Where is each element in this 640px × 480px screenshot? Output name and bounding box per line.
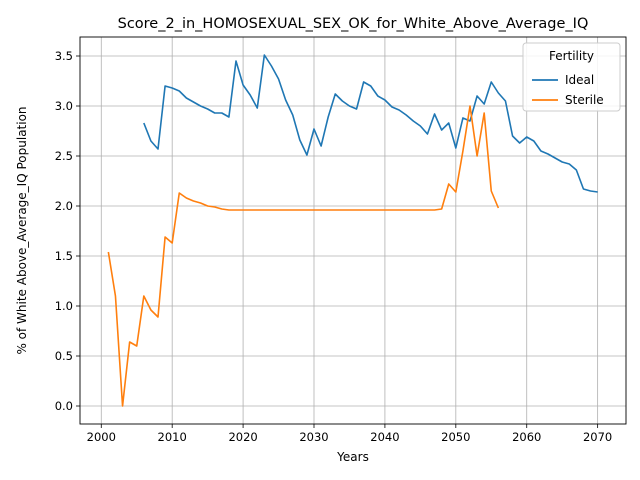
x-tick-label: 2030 [299, 430, 328, 444]
y-tick-label: 2.5 [55, 149, 73, 163]
y-tick-label: 1.0 [55, 299, 73, 313]
x-tick-label: 2070 [583, 430, 612, 444]
chart-title: Score_2_in_HOMOSEXUAL_SEX_OK_for_White_A… [118, 16, 589, 32]
legend-items: Ideal Sterile [532, 73, 604, 107]
x-tick-label: 2050 [441, 430, 470, 444]
y-tick-label: 0.0 [55, 399, 73, 413]
grid-lines [80, 37, 626, 424]
y-tick-label: 3.0 [55, 99, 73, 113]
series-layer [107, 54, 598, 407]
plot-frame [79, 36, 627, 425]
x-tick-label: 2060 [512, 430, 541, 444]
series-line-ideal [143, 54, 598, 193]
y-tick-label: 1.5 [55, 249, 73, 263]
x-tick-label: 2040 [370, 430, 399, 444]
y-tick-label: 2.0 [55, 199, 73, 213]
x-tick-label: 2010 [158, 430, 187, 444]
x-axis-label: Years [336, 450, 369, 464]
y-tick-label: 0.5 [55, 349, 73, 363]
x-axis-ticks: 2000 2010 2020 2030 2040 2050 2060 2070 [87, 424, 612, 444]
legend: Fertility Ideal Sterile [522, 42, 621, 112]
y-axis-label: % of White Above_Average_IQ Population [15, 106, 29, 354]
legend-label-ideal: Ideal [565, 73, 594, 87]
legend-label-sterile: Sterile [565, 93, 604, 107]
y-tick-label: 3.5 [55, 49, 73, 63]
series-line-sterile [107, 105, 500, 407]
y-axis-ticks: 0.0 0.5 1.0 1.5 2.0 2.5 3.0 3.5 [55, 49, 80, 413]
x-tick-label: 2020 [228, 430, 257, 444]
legend-box [522, 42, 621, 112]
legend-title: Fertility [549, 49, 594, 63]
x-tick-label: 2000 [87, 430, 116, 444]
